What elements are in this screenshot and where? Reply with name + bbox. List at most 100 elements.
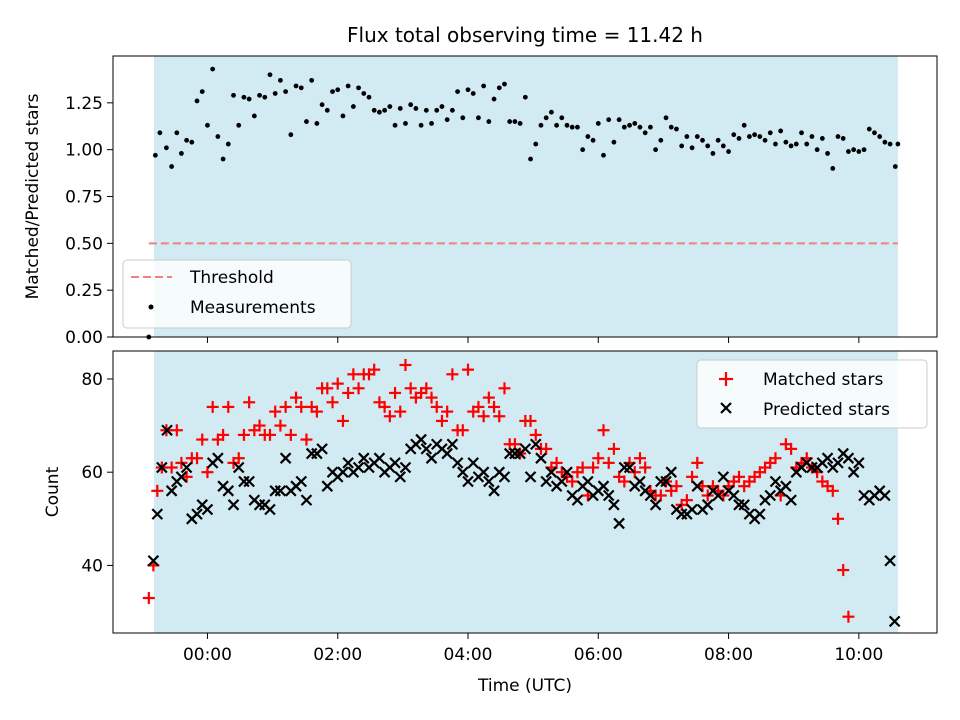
predicted-star-point [477, 466, 490, 478]
measurement-point [809, 134, 815, 139]
measurement-point [616, 117, 622, 123]
measurement-point [392, 122, 398, 128]
measurement-point [788, 143, 794, 149]
measurement-point [684, 134, 690, 139]
measurement-point [835, 134, 841, 139]
predicted-star-point [623, 461, 636, 474]
bottom-panel: 40 60 80 00:00 02:00 04:00 06:00 08:00 10:00 Co… [43, 350, 938, 696]
measurement-point [606, 117, 612, 123]
measurement-point [694, 134, 700, 139]
matched-star-point [592, 452, 605, 465]
predicted-star-point [420, 443, 433, 455]
measurement-point [819, 136, 825, 141]
measurement-point [647, 124, 653, 130]
measurement-point [470, 91, 476, 96]
predicted-star-point [644, 489, 657, 502]
predicted-stars-points [147, 424, 901, 628]
measurement-point [705, 143, 711, 149]
measurement-point [559, 115, 565, 121]
measurement-point [590, 137, 596, 143]
measurement-point [533, 141, 539, 147]
measurement-points [146, 66, 901, 340]
predicted-star-point [847, 466, 860, 478]
predicted-star-point [842, 452, 855, 464]
measurement-point [668, 124, 674, 130]
predicted-star-point [649, 499, 662, 511]
measurement-point [157, 130, 163, 136]
predicted-star-point [446, 438, 459, 451]
x-tick-label: 06:00 [574, 645, 623, 665]
predicted-star-point [780, 480, 792, 492]
measurement-point [257, 92, 262, 98]
bottom-axes-frame [112, 350, 938, 634]
predicted-star-point [222, 485, 235, 497]
predicted-star-point [300, 494, 313, 506]
measurement-point [174, 130, 180, 136]
measurement-point [330, 89, 335, 94]
measurement-point [736, 136, 742, 141]
measurement-point [298, 85, 304, 91]
predicted-star-point [785, 494, 797, 506]
measurement-point [637, 124, 643, 130]
top-y-axis-label: Matched/Predicted stars [23, 93, 43, 299]
measurement-point [371, 107, 377, 113]
matched-star-point [430, 400, 443, 413]
measurement-point [585, 134, 591, 139]
matched-star-point [462, 363, 475, 376]
matched-star-point [435, 414, 448, 427]
measurement-point [267, 72, 273, 78]
predicted-star-point [519, 443, 532, 455]
top-legend-box [122, 259, 352, 329]
predicted-star-point [175, 471, 188, 483]
predicted-star-point [321, 480, 334, 492]
measurement-point [554, 122, 559, 128]
predicted-star-point [602, 489, 615, 502]
predicted-star-point [717, 471, 730, 483]
legend-predicted-label: Predicted stars [763, 400, 890, 420]
matched-star-point [686, 470, 699, 483]
predicted-star-point [191, 508, 203, 520]
predicted-star-point [337, 466, 349, 478]
measurement-point [434, 107, 440, 113]
measurement-point [866, 126, 872, 132]
measurement-point [455, 89, 460, 94]
measurement-point [460, 115, 466, 121]
measurement-point [319, 102, 325, 108]
top-y-tick-label: 0.50 [65, 234, 103, 254]
matched-star-point [472, 400, 485, 413]
matched-star-point [477, 410, 490, 423]
measurement-point [757, 134, 763, 139]
matched-star-point [639, 461, 652, 474]
measurement-point [350, 104, 356, 109]
predicted-star-point [264, 503, 276, 516]
measurement-point [418, 122, 424, 128]
top-panel: 0.00 0.25 0.50 0.75 1.00 1.25 Matched/Predict… [23, 55, 938, 348]
measurement-point [246, 96, 252, 102]
measurement-point [627, 122, 632, 128]
measurement-point [164, 145, 169, 151]
predicted-star-point [389, 457, 401, 469]
matched-star-point [456, 424, 469, 437]
predicted-star-point [686, 503, 698, 516]
predicted-star-point [712, 489, 724, 502]
predicted-star-point [425, 452, 438, 464]
predicted-star-point [853, 457, 865, 469]
matched-star-point [222, 400, 235, 413]
matched-star-point [321, 382, 334, 395]
measurement-point [215, 134, 221, 139]
matched-star-point [837, 564, 850, 577]
matched-star-point [142, 592, 155, 605]
measurement-point [236, 122, 242, 128]
predicted-star-point [279, 452, 292, 464]
measurement-point [575, 124, 580, 130]
measurement-point [491, 96, 497, 102]
legend-threshold-label: Threshold [189, 268, 274, 288]
legend-predicted-swatch [720, 402, 732, 414]
measurement-point [309, 77, 315, 83]
measurement-point [548, 109, 554, 115]
measurement-point [314, 121, 320, 126]
bottom-y-axis-label: Count [43, 466, 63, 517]
measurement-point [465, 87, 471, 93]
measurement-point [752, 132, 758, 138]
measurement-point [543, 115, 549, 121]
